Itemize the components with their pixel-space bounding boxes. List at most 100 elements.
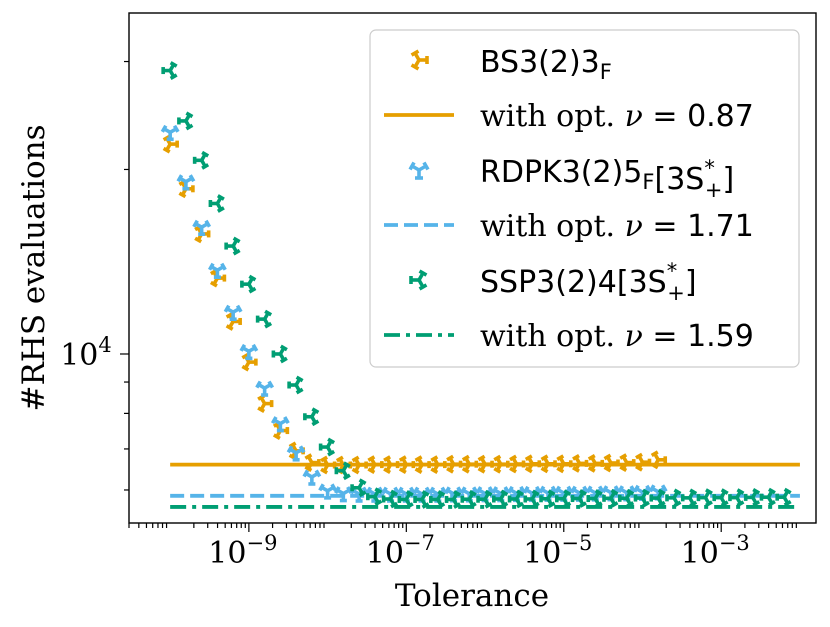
legend-entry: SSP3(2)4[3S* +] bbox=[409, 259, 697, 305]
marker-series-2 bbox=[318, 437, 336, 457]
marker-series-2 bbox=[728, 488, 745, 508]
marker-series-0 bbox=[304, 453, 321, 472]
marker-series-2 bbox=[712, 488, 729, 508]
data-markers-layer bbox=[160, 61, 792, 509]
x-tick-label: 10−5 bbox=[523, 531, 592, 571]
marker-series-0 bbox=[509, 454, 526, 474]
marker-series-2 bbox=[680, 488, 698, 508]
legend-marker bbox=[409, 269, 428, 291]
marker-series-0 bbox=[524, 454, 542, 474]
legend: BS3(2)3F with opt. ν = 0.87 RDPK3(2)5F[3S*… bbox=[369, 29, 800, 368]
plot-frame bbox=[128, 12, 817, 524]
legend-label: BS3(2)3F bbox=[480, 45, 612, 84]
legend-label: RDPK3(2)5F[3S* +] bbox=[480, 155, 734, 202]
marker-series-2 bbox=[350, 478, 367, 498]
legend-marker bbox=[410, 49, 429, 71]
marker-series-2 bbox=[255, 309, 273, 329]
marker-series-2 bbox=[759, 487, 776, 507]
marker-series-2 bbox=[633, 488, 650, 508]
marker-series-2 bbox=[334, 461, 351, 481]
marker-series-1 bbox=[192, 219, 212, 237]
marker-series-2 bbox=[303, 407, 320, 427]
legend-label: SSP3(2)4[3S* +] bbox=[480, 259, 697, 305]
marker-series-2 bbox=[192, 150, 210, 170]
marker-series-1 bbox=[176, 174, 196, 191]
x-tick-labels: 10−9 10−7 10−5 10−3 bbox=[208, 531, 749, 571]
x-tick-label: 10−7 bbox=[366, 531, 435, 571]
marker-series-2 bbox=[696, 488, 713, 508]
ticks-layer bbox=[120, 60, 797, 532]
marker-series-1 bbox=[286, 445, 306, 462]
marker-series-2 bbox=[224, 236, 241, 256]
marker-series-0 bbox=[619, 453, 636, 472]
marker-series-1 bbox=[302, 469, 322, 486]
marker-series-0 bbox=[367, 455, 384, 474]
marker-series-0 bbox=[572, 454, 589, 473]
marker-series-1 bbox=[223, 304, 243, 321]
marker-series-1 bbox=[318, 483, 337, 500]
marker-series-2 bbox=[586, 489, 603, 508]
legend-entry: with opt. ν = 0.87 bbox=[384, 99, 754, 134]
marker-series-2 bbox=[161, 61, 178, 80]
marker-series-2 bbox=[554, 489, 572, 509]
marker-series-2 bbox=[429, 490, 446, 509]
marker-series-2 bbox=[775, 487, 792, 507]
marker-series-2 bbox=[539, 489, 556, 509]
marker-series-2 bbox=[177, 111, 194, 131]
marker-series-2 bbox=[743, 488, 761, 507]
marker-series-2 bbox=[271, 344, 288, 364]
marker-series-0 bbox=[351, 455, 368, 475]
x-axis-label: Tolerance bbox=[395, 578, 549, 614]
marker-series-2 bbox=[366, 487, 383, 507]
marker-series-2 bbox=[602, 488, 619, 508]
legend-entry: with opt. ν = 1.59 bbox=[384, 319, 754, 354]
marker-series-0 bbox=[493, 454, 510, 474]
marker-series-0 bbox=[383, 455, 400, 474]
marker-series-2 bbox=[208, 194, 225, 213]
marker-series-2 bbox=[665, 488, 682, 508]
marker-series-0 bbox=[414, 455, 431, 474]
marker-series-0 bbox=[556, 454, 573, 474]
marker-series-1 bbox=[255, 380, 275, 397]
x-tick-label: 10−9 bbox=[208, 531, 277, 571]
marker-series-2 bbox=[649, 488, 666, 508]
y-axis-label: #RHS evaluations bbox=[16, 124, 52, 411]
marker-series-1 bbox=[270, 416, 290, 433]
marker-series-1 bbox=[239, 343, 259, 361]
marker-series-0 bbox=[540, 454, 557, 474]
legend-label: with opt. ν = 1.59 bbox=[480, 319, 754, 354]
marker-series-2 bbox=[444, 490, 461, 509]
marker-series-0 bbox=[635, 452, 652, 472]
marker-series-2 bbox=[617, 488, 635, 508]
legend-marker bbox=[408, 161, 430, 180]
marker-series-2 bbox=[397, 490, 414, 509]
marker-series-2 bbox=[413, 490, 430, 509]
legend-label: with opt. ν = 0.87 bbox=[480, 99, 754, 134]
legend-box bbox=[369, 29, 800, 368]
marker-series-1 bbox=[160, 124, 180, 142]
marker-series-2 bbox=[240, 274, 257, 294]
marker-series-0 bbox=[446, 454, 463, 474]
marker-series-0 bbox=[430, 455, 447, 474]
marker-series-0 bbox=[398, 455, 416, 474]
marker-series-2 bbox=[476, 489, 493, 509]
marker-series-2 bbox=[523, 489, 540, 509]
marker-series-2 bbox=[507, 489, 524, 509]
x-tick-label: 10−3 bbox=[681, 531, 750, 571]
marker-series-0 bbox=[587, 454, 605, 473]
marker-series-2 bbox=[381, 489, 399, 509]
y-tick-labels: 104 bbox=[60, 333, 112, 373]
legend-entry: BS3(2)3F bbox=[410, 45, 612, 84]
legend-entry: RDPK3(2)5F[3S* +] bbox=[408, 155, 734, 202]
marker-series-0 bbox=[603, 453, 620, 473]
marker-series-0 bbox=[477, 454, 494, 474]
legend-label: with opt. ν = 1.71 bbox=[480, 209, 754, 244]
y-tick-label: 104 bbox=[60, 333, 112, 373]
marker-series-2 bbox=[287, 375, 304, 395]
legend-entry: with opt. ν = 1.71 bbox=[384, 209, 754, 244]
marker-series-1 bbox=[207, 262, 227, 279]
marker-series-0 bbox=[461, 454, 479, 474]
marker-series-2 bbox=[460, 489, 477, 509]
marker-series-2 bbox=[570, 489, 587, 508]
